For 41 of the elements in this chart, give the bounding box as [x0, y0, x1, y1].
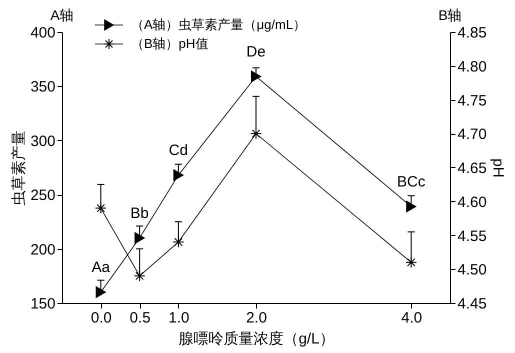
- x-tick-label: 4.0: [401, 310, 422, 326]
- y-tick-label: 250: [30, 187, 56, 204]
- y2-tick-label: 4.50: [458, 262, 487, 279]
- y-tick-label: 150: [30, 296, 56, 312]
- y2-tick-label: 4.75: [458, 92, 487, 110]
- point: [250, 70, 262, 82]
- point: [405, 256, 417, 268]
- x-axis-title: 腺嘌呤质量浓度（g/L）: [178, 330, 334, 348]
- y-axis-title: 虫草素产量: [10, 130, 28, 206]
- y-tick-label: 300: [30, 132, 56, 150]
- annotation: BCc: [397, 174, 426, 191]
- y-tick-label: 200: [30, 241, 56, 258]
- y2-axis-title: pH: [490, 158, 507, 178]
- y2-tick-label: 4.70: [458, 126, 487, 144]
- point: [406, 200, 416, 212]
- y2-tick-label: 4.60: [458, 194, 487, 211]
- y2-tick-label: 4.85: [458, 24, 487, 42]
- x-tick-label: 1.0: [168, 310, 190, 326]
- y-tick-label: 350: [30, 78, 56, 96]
- annotation: Cd: [168, 142, 188, 160]
- y2-tick-label: 4.55: [458, 228, 487, 245]
- legend-label: （A轴）虫草素产量（μg/mL）: [131, 17, 306, 32]
- y2-tick-label: 4.80: [458, 58, 487, 76]
- point: [173, 169, 184, 181]
- text: B轴: [438, 7, 462, 23]
- legend-label: （B轴）pH值: [131, 36, 208, 51]
- point: [172, 236, 184, 248]
- x-tick-label: 0.0: [90, 310, 112, 326]
- x-tick-label: 2.0: [246, 310, 267, 326]
- point: [96, 286, 106, 298]
- annotation: De: [246, 43, 266, 60]
- point: [134, 232, 145, 244]
- annotation: Bb: [130, 204, 149, 222]
- point: [95, 202, 107, 214]
- y2-tick-label: 4.65: [458, 160, 487, 177]
- x-tick-label: 0.5: [130, 310, 151, 326]
- y2-tick-label: 4.45: [458, 296, 487, 312]
- y-tick-label: 400: [30, 24, 56, 42]
- point: [134, 270, 146, 282]
- text: A轴: [50, 7, 74, 23]
- annotation: Aa: [92, 259, 111, 276]
